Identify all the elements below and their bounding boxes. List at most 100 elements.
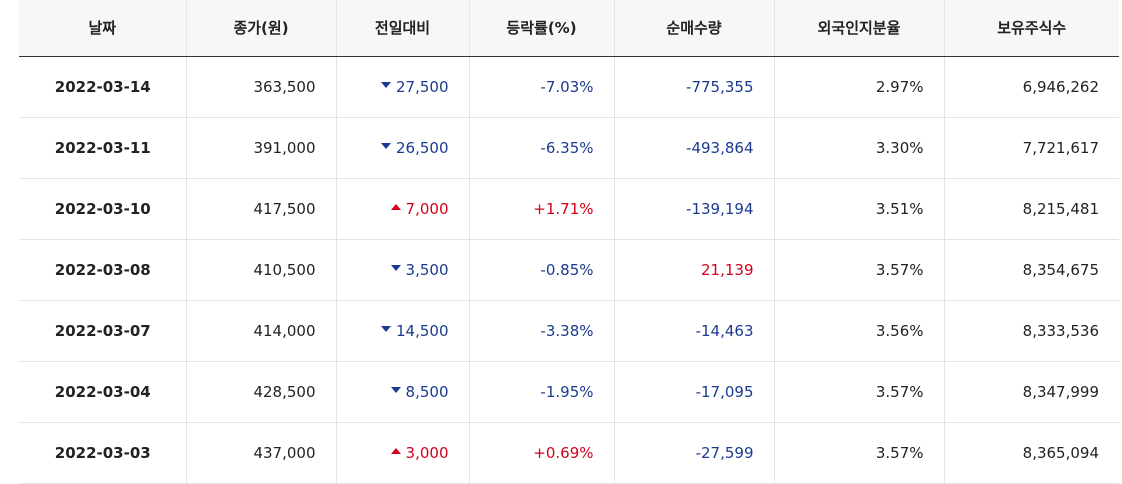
cell-net-buy: -14,463 <box>613 300 774 362</box>
table-row: 2022-03-04 428,500 8,500 -1.95% -17,095 3.57%… <box>19 361 1119 423</box>
cell-net-buy-value: 21,139 <box>701 260 754 279</box>
cell-net-buy-value: -14,463 <box>695 321 754 340</box>
triangle-down-icon <box>390 387 401 393</box>
header-close: 종가(원) <box>185 0 336 57</box>
cell-change-value: 8,500 <box>405 382 449 401</box>
triangle-down-icon <box>381 326 391 332</box>
cell-change-value: 27,500 <box>396 77 449 96</box>
cell-close-value: 363,500 <box>253 77 316 96</box>
cell-shares-held: 8,354,675 <box>943 239 1119 301</box>
cell-change: 8,500 <box>335 361 469 423</box>
cell-change: 26,500 <box>335 117 469 179</box>
cell-date-value: 2022-03-08 <box>54 260 151 279</box>
cell-change-value: 14,500 <box>396 321 449 340</box>
table-row: 2022-03-10 417,500 7,000 +1.71% -139,194 3.51… <box>19 178 1119 240</box>
cell-rate: +0.69% <box>468 422 614 484</box>
cell-close: 437,000 <box>185 422 336 484</box>
cell-shares-held-value: 7,721,617 <box>1022 138 1099 157</box>
cell-foreign-ratio-value: 3.30% <box>875 138 924 157</box>
cell-rate-value: +1.71% <box>533 199 594 218</box>
cell-date-value: 2022-03-04 <box>54 382 151 401</box>
cell-close: 428,500 <box>185 361 336 423</box>
cell-net-buy: -775,355 <box>613 56 774 118</box>
cell-net-buy-value: -139,194 <box>686 199 754 218</box>
cell-date-value: 2022-03-14 <box>54 77 151 96</box>
cell-rate-value: -6.35% <box>540 138 594 157</box>
cell-foreign-ratio-value: 3.56% <box>875 321 924 340</box>
cell-foreign-ratio-value: 3.57% <box>875 382 924 401</box>
cell-close-value: 428,500 <box>253 382 316 401</box>
cell-rate: -3.38% <box>468 300 614 362</box>
cell-date-value: 2022-03-07 <box>54 321 151 340</box>
triangle-down-icon <box>381 82 391 88</box>
cell-shares-held: 7,721,617 <box>943 117 1119 179</box>
cell-shares-held-value: 8,215,481 <box>1022 199 1099 218</box>
header-change: 전일대비 <box>335 0 469 57</box>
cell-close-value: 417,500 <box>253 199 316 218</box>
cell-change-value: 3,000 <box>405 443 449 462</box>
cell-rate-value: -3.38% <box>540 321 594 340</box>
triangle-up-icon <box>390 204 401 210</box>
header-foreign-ratio: 외국인지분율 <box>773 0 944 57</box>
cell-shares-held-value: 8,354,675 <box>1022 260 1099 279</box>
table-header: 날짜 종가(원) 전일대비 등락률(%) 순매수량 외국인지분율 보유주식수 <box>19 0 1119 57</box>
cell-change: 7,000 <box>335 178 469 240</box>
cell-date-value: 2022-03-11 <box>54 138 151 157</box>
cell-foreign-ratio: 3.57% <box>773 361 944 423</box>
table-row: 2022-03-08 410,500 3,500 -0.85% 21,139 3.57% 8… <box>19 239 1119 301</box>
cell-net-buy: -17,095 <box>613 361 774 423</box>
triangle-down-icon <box>381 143 391 149</box>
cell-shares-held-value: 8,347,999 <box>1022 382 1099 401</box>
cell-close-value: 391,000 <box>253 138 316 157</box>
cell-change: 27,500 <box>335 56 469 118</box>
cell-net-buy: -27,599 <box>613 422 774 484</box>
cell-shares-held-value: 6,946,262 <box>1022 77 1099 96</box>
table-row: 2022-03-14 363,500 27,500 -7.03% -775,355 2.9… <box>19 56 1119 118</box>
foreign-trading-table-container: 날짜 종가(원) 전일대비 등락률(%) 순매수량 외국인지분율 보유주식수 2… <box>19 0 1119 484</box>
cell-net-buy-value: -775,355 <box>686 77 754 96</box>
cell-date: 2022-03-07 <box>19 300 186 362</box>
cell-date: 2022-03-08 <box>19 239 186 301</box>
cell-close: 363,500 <box>185 56 336 118</box>
cell-date-value: 2022-03-03 <box>54 443 151 462</box>
cell-rate-value: -1.95% <box>540 382 594 401</box>
cell-net-buy: -139,194 <box>613 178 774 240</box>
header-rate: 등락률(%) <box>468 0 614 57</box>
cell-change-value: 26,500 <box>396 138 449 157</box>
cell-net-buy: -493,864 <box>613 117 774 179</box>
cell-shares-held: 6,946,262 <box>943 56 1119 118</box>
cell-shares-held: 8,347,999 <box>943 361 1119 423</box>
cell-foreign-ratio: 3.30% <box>773 117 944 179</box>
cell-change: 3,000 <box>335 422 469 484</box>
cell-date: 2022-03-10 <box>19 178 186 240</box>
cell-shares-held: 8,215,481 <box>943 178 1119 240</box>
cell-rate: -6.35% <box>468 117 614 179</box>
foreign-trading-table: 날짜 종가(원) 전일대비 등락률(%) 순매수량 외국인지분율 보유주식수 2… <box>19 0 1119 484</box>
cell-rate: +1.71% <box>468 178 614 240</box>
cell-rate-value: -0.85% <box>540 260 594 279</box>
cell-change-value: 3,500 <box>405 260 449 279</box>
cell-foreign-ratio-value: 3.57% <box>875 443 924 462</box>
cell-net-buy: 21,139 <box>613 239 774 301</box>
cell-date: 2022-03-11 <box>19 117 186 179</box>
cell-foreign-ratio-value: 3.51% <box>875 199 924 218</box>
header-date: 날짜 <box>19 0 186 57</box>
triangle-down-icon <box>390 265 401 271</box>
cell-close-value: 414,000 <box>253 321 316 340</box>
table-row: 2022-03-11 391,000 26,500 -6.35% -493,864 3.3… <box>19 117 1119 179</box>
cell-change: 3,500 <box>335 239 469 301</box>
cell-date: 2022-03-04 <box>19 361 186 423</box>
cell-foreign-ratio: 3.57% <box>773 239 944 301</box>
cell-foreign-ratio-value: 2.97% <box>875 77 924 96</box>
cell-date: 2022-03-03 <box>19 422 186 484</box>
cell-net-buy-value: -27,599 <box>695 443 754 462</box>
cell-shares-held-value: 8,365,094 <box>1022 443 1099 462</box>
cell-rate: -1.95% <box>468 361 614 423</box>
header-row: 날짜 종가(원) 전일대비 등락률(%) 순매수량 외국인지분율 보유주식수 <box>19 0 1119 57</box>
cell-shares-held-value: 8,333,536 <box>1022 321 1099 340</box>
table-body: 2022-03-14 363,500 27,500 -7.03% -775,355 2.9… <box>19 56 1119 484</box>
cell-shares-held: 8,333,536 <box>943 300 1119 362</box>
cell-net-buy-value: -493,864 <box>686 138 754 157</box>
cell-net-buy-value: -17,095 <box>695 382 754 401</box>
cell-foreign-ratio: 3.56% <box>773 300 944 362</box>
